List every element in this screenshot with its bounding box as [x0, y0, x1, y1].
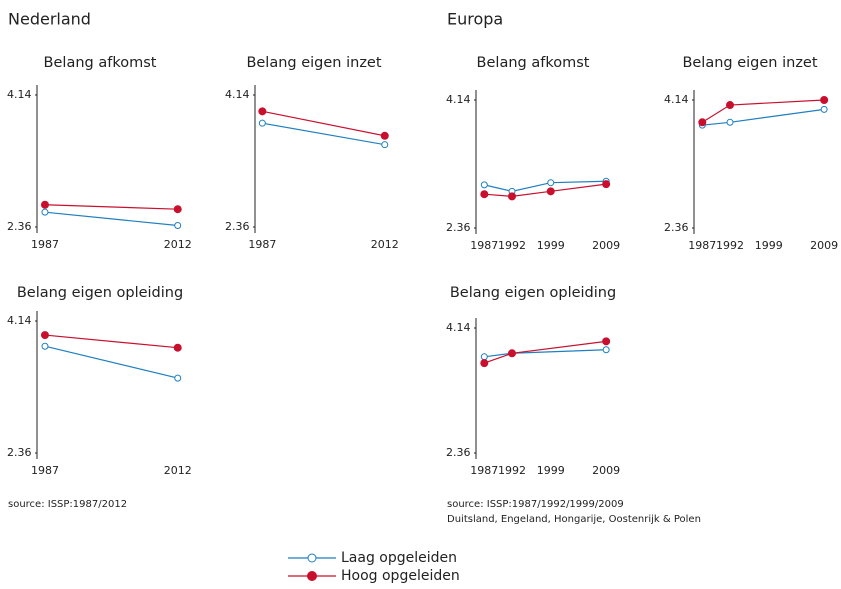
y-tick-label: 2.36	[225, 220, 250, 233]
data-point	[547, 179, 555, 187]
section-heading: Europa	[447, 10, 503, 29]
x-tick-label: 2012	[164, 238, 192, 251]
data-point	[480, 190, 489, 199]
series-line	[484, 349, 607, 358]
chart-title: Belang afkomst	[477, 55, 590, 71]
data-point	[602, 346, 610, 354]
y-tick-label: 2.36	[446, 446, 471, 459]
data-point	[380, 131, 389, 140]
series-line	[702, 108, 825, 126]
x-tick-label: 1987	[248, 238, 276, 251]
y-tick-label: 4.14	[7, 314, 32, 327]
y-tick-label: 4.14	[664, 93, 689, 106]
data-point	[820, 105, 828, 113]
data-point	[546, 187, 555, 196]
series-line	[484, 183, 607, 197]
data-point	[602, 180, 611, 189]
data-point	[173, 343, 182, 352]
source-note: source: ISSP:1987/1992/1999/2009	[447, 499, 624, 510]
data-point	[41, 208, 49, 216]
series-line	[701, 99, 825, 123]
legend-marker	[307, 571, 317, 581]
y-tick-label: 4.14	[7, 88, 32, 101]
y-tick-label: 4.14	[446, 321, 471, 334]
data-point	[258, 119, 266, 127]
x-tick-label: 2009	[592, 239, 620, 252]
chart-title: Belang eigen opleiding	[17, 285, 183, 301]
x-tick-label: 2009	[592, 464, 620, 477]
data-point	[508, 192, 516, 201]
x-tick-label: 1992	[498, 464, 526, 477]
y-tick-label: 4.14	[225, 88, 250, 101]
data-point	[41, 342, 49, 350]
x-tick-label: 2009	[810, 239, 838, 252]
series-line	[484, 180, 607, 192]
data-point	[173, 205, 182, 214]
data-point	[508, 349, 516, 358]
x-tick-label: 2012	[164, 464, 192, 477]
data-point	[40, 331, 49, 340]
data-point	[381, 141, 389, 149]
x-tick-label: 1999	[755, 239, 783, 252]
series-line	[44, 345, 178, 379]
chart-title: Belang eigen opleiding	[450, 285, 616, 301]
x-tick-label: 2012	[371, 238, 399, 251]
source-note: Duitsland, Engeland, Hongarije, Oostenri…	[447, 514, 701, 525]
x-tick-label: 1992	[498, 239, 526, 252]
x-tick-label: 1999	[537, 239, 565, 252]
y-tick-label: 2.36	[7, 446, 32, 459]
data-point	[480, 359, 489, 368]
data-point	[726, 101, 734, 110]
data-point	[726, 118, 734, 126]
series-line	[262, 110, 385, 137]
x-tick-label: 1987	[470, 464, 498, 477]
x-tick-label: 1987	[31, 238, 59, 251]
series-line	[44, 204, 178, 210]
data-point	[40, 200, 49, 209]
data-point	[480, 181, 488, 189]
series-line	[44, 211, 178, 227]
data-point	[820, 96, 829, 104]
section-heading: Nederland	[8, 10, 91, 29]
x-tick-label: 1987	[31, 464, 59, 477]
chart-title: Belang eigen inzet	[682, 55, 817, 71]
y-tick-label: 2.36	[664, 221, 689, 234]
data-point	[480, 353, 488, 361]
data-point	[698, 118, 707, 127]
legend-marker	[307, 553, 317, 563]
chart-title: Belang afkomst	[44, 55, 157, 71]
legend-label: Hoog opgeleiden	[341, 568, 460, 584]
source-note: source: ISSP:1987/2012	[8, 499, 127, 510]
x-tick-label: 1987	[688, 239, 716, 252]
x-tick-label: 1999	[537, 464, 565, 477]
chart-title: Belang eigen inzet	[246, 55, 381, 71]
x-tick-label: 1992	[716, 239, 744, 252]
legend-label: Laag opgeleiden	[341, 550, 457, 566]
data-point	[258, 107, 267, 116]
y-tick-label: 4.14	[446, 93, 471, 106]
y-tick-label: 2.36	[7, 220, 32, 233]
series-line	[44, 334, 178, 349]
data-point	[602, 337, 611, 346]
data-point	[174, 222, 182, 230]
y-tick-label: 2.36	[446, 221, 471, 234]
data-point	[174, 374, 182, 382]
series-line	[262, 122, 385, 146]
x-tick-label: 1987	[470, 239, 498, 252]
